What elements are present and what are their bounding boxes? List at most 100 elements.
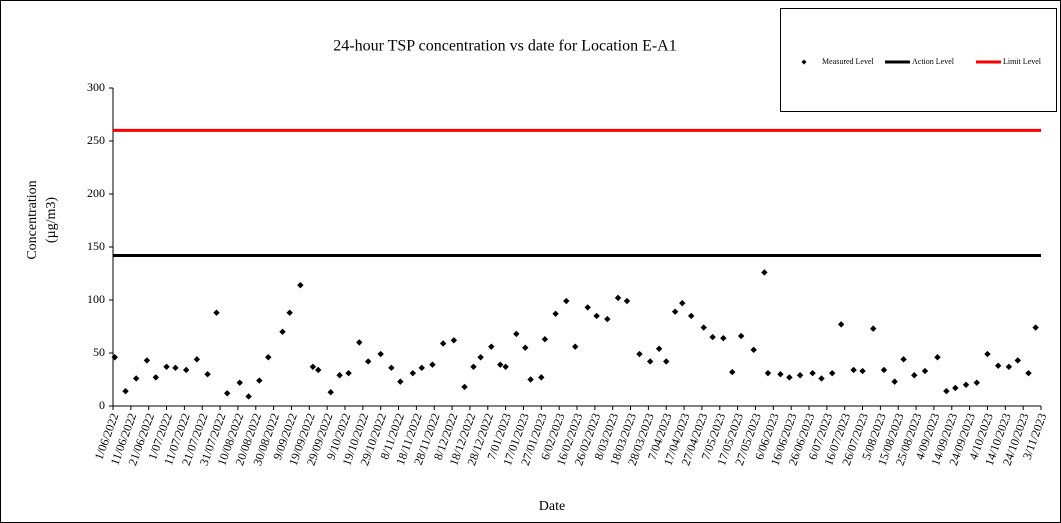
- data-point: [700, 324, 707, 331]
- data-point: [193, 356, 201, 363]
- data-point: [786, 374, 793, 381]
- data-point: [527, 376, 534, 383]
- data-point: [172, 364, 179, 372]
- data-point: [204, 371, 211, 378]
- data-point: [245, 393, 252, 400]
- data-point: [461, 383, 468, 391]
- data-point: [796, 372, 804, 379]
- data-point: [152, 374, 160, 381]
- data-point: [850, 366, 857, 374]
- data-point: [327, 389, 334, 396]
- data-point: [655, 345, 663, 352]
- data-point: [720, 334, 727, 342]
- data-point: [809, 369, 816, 377]
- data-point: [397, 378, 404, 385]
- data-point: [309, 363, 317, 370]
- data-point: [943, 387, 950, 395]
- data-point: [818, 375, 825, 382]
- data-point: [994, 362, 1002, 369]
- y-axis-label: Concentration: [25, 180, 40, 259]
- data-point: [870, 325, 877, 332]
- data-point: [604, 315, 611, 323]
- data-point: [541, 336, 549, 343]
- data-point: [859, 367, 866, 375]
- y-tick-label: 250: [87, 133, 105, 147]
- data-point: [111, 354, 118, 361]
- legend-label: Measured Level: [822, 57, 875, 66]
- data-point: [538, 374, 545, 381]
- data-point: [522, 344, 529, 351]
- legend-box: [780, 8, 1057, 112]
- data-point: [286, 309, 293, 316]
- data-point: [182, 366, 190, 374]
- data-point: [1005, 363, 1013, 370]
- data-point: [279, 328, 286, 335]
- data-point: [409, 369, 417, 377]
- data-point: [1025, 369, 1032, 377]
- data-point: [911, 372, 918, 379]
- data-point: [388, 364, 395, 372]
- data-point: [236, 379, 243, 386]
- data-point: [133, 375, 140, 382]
- y-axis-label: (µg/m3): [44, 197, 59, 244]
- data-point: [679, 299, 686, 307]
- data-point: [962, 381, 970, 388]
- data-point: [297, 281, 304, 289]
- data-point: [336, 372, 343, 379]
- data-point: [1014, 357, 1021, 364]
- data-point: [900, 356, 907, 363]
- y-tick-label: 50: [93, 345, 105, 359]
- data-point: [497, 361, 504, 368]
- x-axis-label: Date: [539, 499, 565, 514]
- data-point: [224, 390, 231, 397]
- data-point: [614, 294, 622, 302]
- data-point: [470, 363, 477, 370]
- data-point: [265, 354, 272, 361]
- data-point: [837, 321, 845, 328]
- data-point: [213, 309, 220, 316]
- data-point: [750, 346, 757, 354]
- data-point: [934, 354, 941, 361]
- data-point: [552, 310, 559, 317]
- legend-marker: [801, 59, 807, 65]
- legend-label: Limit Level: [1003, 57, 1042, 66]
- data-point: [563, 297, 570, 305]
- data-point: [345, 369, 352, 377]
- data-point: [646, 358, 654, 365]
- data-point: [737, 332, 745, 340]
- data-point: [477, 354, 484, 361]
- data-point: [502, 363, 509, 370]
- data-point: [777, 371, 784, 378]
- data-point: [880, 366, 888, 374]
- y-tick-label: 100: [87, 292, 105, 306]
- data-point: [623, 297, 631, 305]
- data-point: [1032, 324, 1039, 331]
- data-point: [584, 304, 591, 311]
- data-point: [450, 337, 458, 344]
- data-point: [921, 367, 929, 375]
- data-point: [636, 350, 643, 358]
- data-point: [952, 384, 959, 392]
- data-point: [709, 333, 716, 341]
- data-point: [365, 358, 372, 365]
- data-point: [163, 363, 170, 370]
- data-point: [356, 339, 363, 346]
- data-point: [488, 343, 495, 350]
- data-point: [729, 368, 736, 376]
- data-point: [418, 364, 425, 372]
- data-point: [572, 343, 579, 350]
- y-tick-label: 200: [87, 186, 105, 200]
- data-point: [593, 312, 600, 320]
- data-point: [829, 369, 836, 377]
- data-point: [973, 379, 980, 386]
- data-point: [671, 308, 679, 315]
- data-point: [513, 330, 520, 338]
- data-point: [761, 269, 768, 276]
- data-point: [688, 312, 695, 320]
- y-tick-label: 150: [87, 239, 105, 253]
- data-point: [256, 377, 263, 384]
- data-point: [122, 387, 129, 395]
- data-point: [143, 357, 151, 364]
- y-tick-label: 0: [99, 398, 105, 412]
